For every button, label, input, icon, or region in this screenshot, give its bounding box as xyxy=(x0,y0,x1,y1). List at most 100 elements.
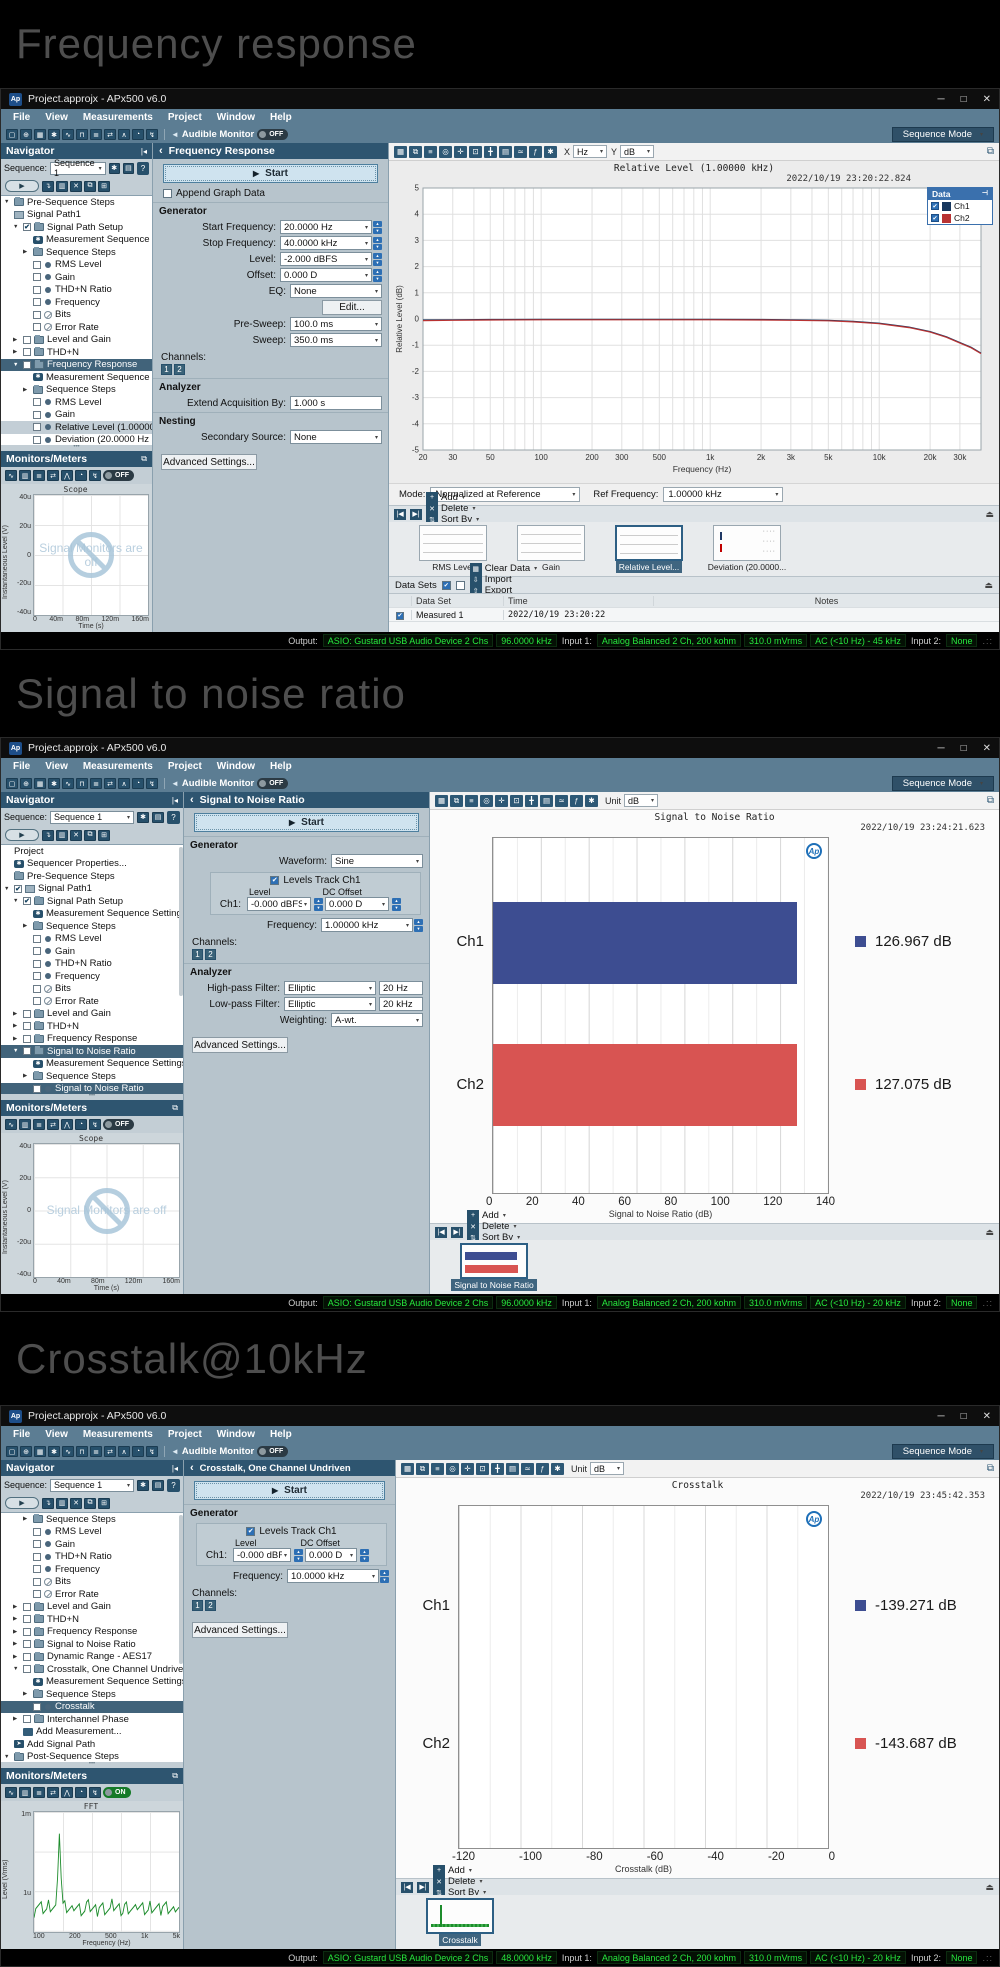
signal-path-icon[interactable]: ∿ xyxy=(62,129,74,140)
tree-item[interactable]: Bits xyxy=(1,309,152,322)
tree-checkbox[interactable] xyxy=(33,934,41,943)
tree-item[interactable]: Frequency Response xyxy=(1,1626,183,1639)
ch1-level-input[interactable]: -0.000 dBFS▾ xyxy=(233,1548,291,1562)
pan-icon[interactable]: ✛ xyxy=(461,1462,474,1475)
unit-select[interactable]: dB ▾ xyxy=(624,794,659,807)
save-graph-icon[interactable]: ▦ xyxy=(401,1462,414,1475)
results-button[interactable]: ✕ Delete ▾ xyxy=(433,1876,486,1887)
copy-graph-icon[interactable]: ⧉ xyxy=(409,145,422,158)
menu-item[interactable]: Project xyxy=(167,112,202,123)
expand-arrow-icon[interactable] xyxy=(4,1754,11,1760)
audible-monitor-toggle[interactable]: OFF xyxy=(257,1446,289,1457)
status-badge[interactable]: 48.0000 kHz xyxy=(496,1951,557,1964)
meter-monitor-icon[interactable]: ▥ xyxy=(19,1119,31,1130)
spinner-control[interactable]: ▲ ▼ xyxy=(314,897,323,911)
tree-checkbox[interactable] xyxy=(23,1627,31,1636)
limits-icon[interactable]: ≃ xyxy=(514,145,527,158)
menu-item[interactable]: File xyxy=(13,761,31,772)
signal-path-icon[interactable]: ∿ xyxy=(62,778,74,789)
sequence-report-icon[interactable]: ▤ xyxy=(122,162,135,174)
tree-checkbox[interactable] xyxy=(23,360,31,369)
legend-checkbox[interactable]: ✔ xyxy=(931,214,939,222)
tree-item[interactable]: Add Measurement... xyxy=(1,1726,183,1739)
zoom-fit-icon[interactable]: ⊡ xyxy=(476,1462,489,1475)
expand-arrow-icon[interactable] xyxy=(13,337,20,343)
datasets-button[interactable]: ⇧ Export xyxy=(469,585,546,596)
analyzer-section-header[interactable]: Analyzer xyxy=(153,378,388,395)
popout-icon[interactable]: ⧉ xyxy=(172,1103,178,1112)
close-button[interactable]: ✕ xyxy=(982,1410,991,1422)
monitor-icon[interactable]: ↯ xyxy=(146,129,158,140)
tree-checkbox[interactable] xyxy=(33,1577,41,1586)
levels-track-checkbox[interactable] xyxy=(270,876,280,885)
filter-frequency-input[interactable]: 20 Hz xyxy=(379,981,423,995)
start-button[interactable]: ▶ Start xyxy=(163,164,378,183)
tree-item[interactable]: Error Rate xyxy=(1,995,183,1008)
menu-item[interactable]: Measurements xyxy=(82,761,153,772)
tree-item[interactable]: Dynamic Range - AES17 xyxy=(1,1651,183,1664)
stop-icon[interactable]: ✕ xyxy=(70,1497,82,1509)
pan-icon[interactable]: ✛ xyxy=(495,794,508,807)
tree-item[interactable]: Level and Gain xyxy=(1,1601,183,1614)
field-input[interactable]: 1.000 s▾ xyxy=(290,396,382,410)
tree-item[interactable]: RMS Level xyxy=(1,259,152,272)
results-button[interactable]: + Add ▾ xyxy=(467,1210,520,1221)
function-icon[interactable]: ƒ xyxy=(529,145,542,158)
menu-item[interactable]: Window xyxy=(216,1429,256,1440)
expand-arrow-icon[interactable] xyxy=(13,1629,20,1635)
tree-item[interactable]: Pre-Sequence Steps xyxy=(1,196,152,209)
run-sequence-button[interactable]: ▶ xyxy=(5,180,39,192)
signal-monitor-icon[interactable]: ↯ xyxy=(89,1787,101,1798)
tree-item[interactable]: Pre-Sequence Steps xyxy=(1,870,183,883)
field-input[interactable]: Sine ▾ xyxy=(331,854,423,868)
graph-settings-icon[interactable]: ✱ xyxy=(585,794,598,807)
start-button[interactable]: ▶ Start xyxy=(194,1481,385,1500)
results-button[interactable]: ⇅ Sort By ▾ xyxy=(426,514,479,525)
append-icon[interactable]: ⊞ xyxy=(98,829,110,841)
help-button[interactable]: ? xyxy=(167,810,180,824)
monitor-icon[interactable]: ↯ xyxy=(146,778,158,789)
transfer-icon[interactable]: ⇄ xyxy=(104,778,116,789)
transfer-icon[interactable]: ⇄ xyxy=(104,1446,116,1457)
column-data-set[interactable]: Data Set xyxy=(411,595,503,606)
tree-item[interactable]: Project xyxy=(1,845,183,858)
append-icon[interactable]: ⊞ xyxy=(98,180,110,192)
stop-icon[interactable]: ✕ xyxy=(70,829,82,841)
tree-item[interactable]: Error Rate xyxy=(1,321,152,334)
channel-button[interactable]: 1 xyxy=(161,364,172,375)
expand-arrow-icon[interactable] xyxy=(13,1011,20,1017)
status-badge[interactable]: None xyxy=(945,1951,978,1964)
status-badge[interactable]: Analog Balanced 2 Ch, 200 kohm xyxy=(596,634,741,647)
sequence-select[interactable]: Sequence 1 ▾ xyxy=(50,1478,134,1492)
tree-checkbox[interactable] xyxy=(33,410,41,419)
copy-graph-icon[interactable]: ⧉ xyxy=(450,794,463,807)
menu-item[interactable]: File xyxy=(13,1429,31,1440)
filter-frequency-input[interactable]: 20 kHz xyxy=(379,997,423,1011)
ch1-dc-offset-input[interactable]: 0.000 D ▾ xyxy=(325,897,389,911)
close-button[interactable]: ✕ xyxy=(982,93,991,105)
tree-checkbox[interactable] xyxy=(33,423,41,432)
tree-item[interactable]: Gain xyxy=(1,271,152,284)
help-button[interactable]: ? xyxy=(137,161,149,175)
sequence-mode-button[interactable]: Sequence Mode ▾ xyxy=(891,1444,994,1459)
settings-icon[interactable]: ✱ xyxy=(48,778,60,789)
minimize-button[interactable]: ─ xyxy=(937,1410,945,1422)
menu-item[interactable]: Help xyxy=(270,761,292,772)
audible-monitor-toggle[interactable]: OFF xyxy=(257,129,289,140)
tree-checkbox[interactable] xyxy=(23,1022,31,1031)
first-result-icon[interactable]: |◀ xyxy=(435,1226,447,1238)
field-input[interactable]: 1.00000 kHz ▾ xyxy=(321,918,413,932)
tree-item[interactable]: Signal to Noise Ratio xyxy=(1,1082,183,1094)
sequence-select[interactable]: Sequence 1 ▾ xyxy=(50,810,134,824)
tree-item[interactable]: RMS Level xyxy=(1,396,152,409)
run-sequence-button[interactable]: ▶ xyxy=(5,1497,39,1509)
resize-grip[interactable]: .:: xyxy=(982,635,993,646)
tree-item[interactable]: Signal Path Setup xyxy=(1,221,152,234)
first-result-icon[interactable]: |◀ xyxy=(401,1881,413,1893)
print-graph-icon[interactable]: ≡ xyxy=(465,794,478,807)
close-button[interactable]: ✕ xyxy=(982,742,991,754)
limits-icon[interactable]: ≃ xyxy=(521,1462,534,1475)
audible-monitor-toggle[interactable]: OFF xyxy=(257,778,289,789)
column-time[interactable]: Time xyxy=(503,595,653,606)
bench-mode-icon[interactable]: ⊓ xyxy=(76,778,88,789)
